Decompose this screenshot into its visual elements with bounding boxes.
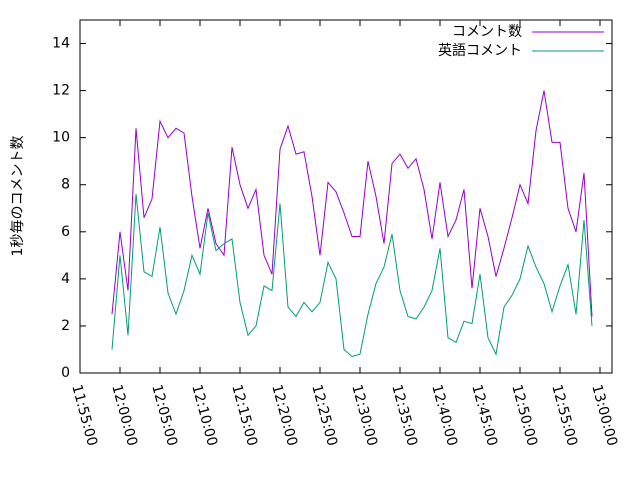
x-tick-label: 12:45:00 (468, 383, 500, 448)
x-tick-label: 12:55:00 (548, 383, 580, 448)
x-tick-label: 12:05:00 (148, 383, 180, 448)
legend-label: 英語コメント (438, 42, 522, 59)
x-tick-label: 12:30:00 (348, 383, 380, 448)
y-tick-label: 10 (52, 130, 70, 146)
x-tick-label: 12:00:00 (108, 383, 140, 448)
x-tick-label: 12:40:00 (428, 383, 460, 448)
legend-label: コメント数 (452, 24, 522, 40)
x-tick-label: 11:55:00 (68, 383, 100, 448)
series-line (111, 90, 593, 317)
x-tick-label: 12:10:00 (188, 383, 220, 448)
y-tick-label: 2 (61, 318, 70, 334)
y-tick-label: 6 (61, 224, 70, 240)
plot-frame (79, 19, 613, 374)
y-tick-label: 4 (61, 271, 70, 287)
x-tick-label: 13:00:00 (588, 383, 620, 448)
y-tick-label: 8 (61, 177, 70, 193)
y-tick-label: 14 (52, 36, 70, 52)
x-tick-label: 12:20:00 (268, 383, 300, 448)
x-tick-label: 12:15:00 (228, 383, 260, 448)
series-line (111, 194, 593, 358)
y-tick-label: 12 (52, 83, 70, 99)
y-axis-label: 1秒毎のコメント数 (10, 136, 26, 257)
x-tick-label: 12:50:00 (508, 383, 540, 448)
x-tick-label: 12:25:00 (308, 383, 340, 448)
y-tick-label: 0 (61, 365, 70, 381)
x-tick-label: 12:35:00 (388, 383, 420, 448)
